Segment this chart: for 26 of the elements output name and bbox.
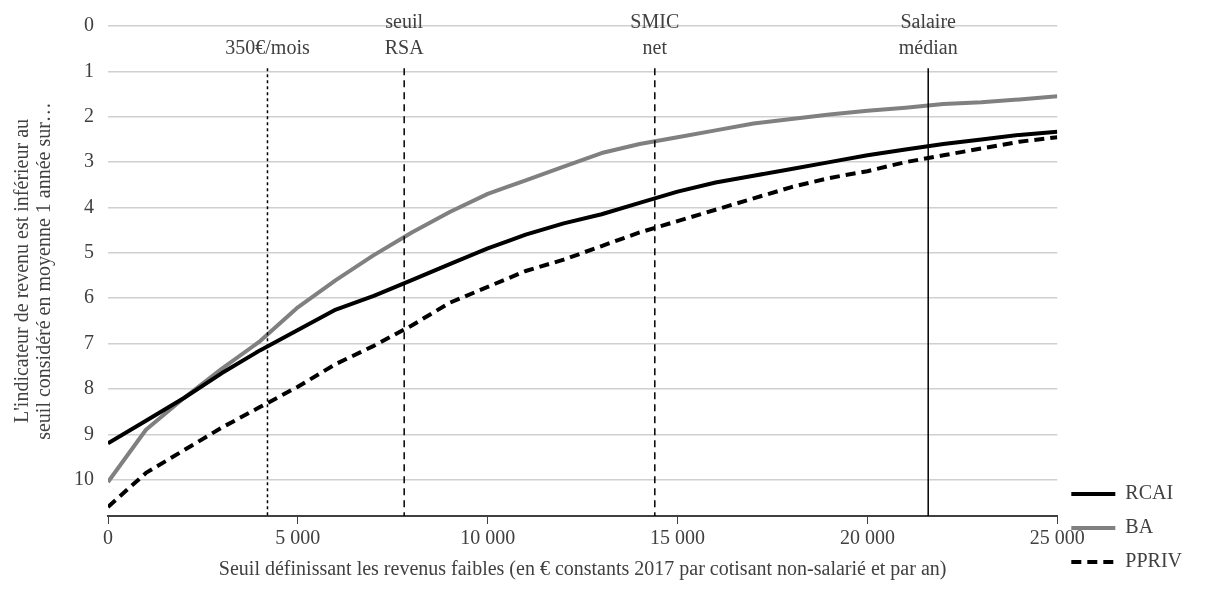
y-tick-label: 0	[84, 13, 94, 36]
x-axis-title: Seuil définissant les revenus faibles (en € constants 2017 par cotisant non-salarié et par an)	[218, 557, 947, 581]
y-tick-label: 1	[84, 58, 94, 81]
x-tick-label: 25 000	[1029, 526, 1085, 549]
y-tick-label: 4	[84, 194, 94, 217]
y-tick-label: 5	[84, 240, 94, 263]
ref-line-label: seuil RSA	[384, 10, 425, 59]
y-tick-label: 3	[84, 149, 94, 172]
y-tick-label: 9	[84, 421, 94, 444]
y-tick-label: 6	[84, 285, 94, 308]
x-tick-label: 10 000	[460, 526, 516, 549]
legend-label: RCAI	[1125, 481, 1174, 504]
y-tick-label: 2	[84, 103, 94, 126]
y-tick-label: 7	[84, 330, 94, 353]
x-tick-label: 20 000	[839, 526, 895, 549]
x-tick-label: 15 000	[650, 526, 706, 549]
y-axis-title: L'indicateur de revenu est inférieur au seuil considéré en moyenne 1 année sur…	[10, 102, 56, 440]
ref-line-label: SMIC net	[630, 10, 680, 59]
y-tick-label: 10	[74, 466, 94, 489]
ref-line-label: Salaire médian	[898, 10, 958, 59]
x-tick-label: 0	[103, 526, 113, 549]
legend-label: PPRIV	[1125, 549, 1183, 572]
legend-label: BA	[1125, 515, 1154, 538]
x-tick-label: 5 000	[275, 526, 321, 549]
ref-line-label: 350€/mois	[225, 36, 310, 59]
y-tick-label: 8	[84, 376, 94, 399]
